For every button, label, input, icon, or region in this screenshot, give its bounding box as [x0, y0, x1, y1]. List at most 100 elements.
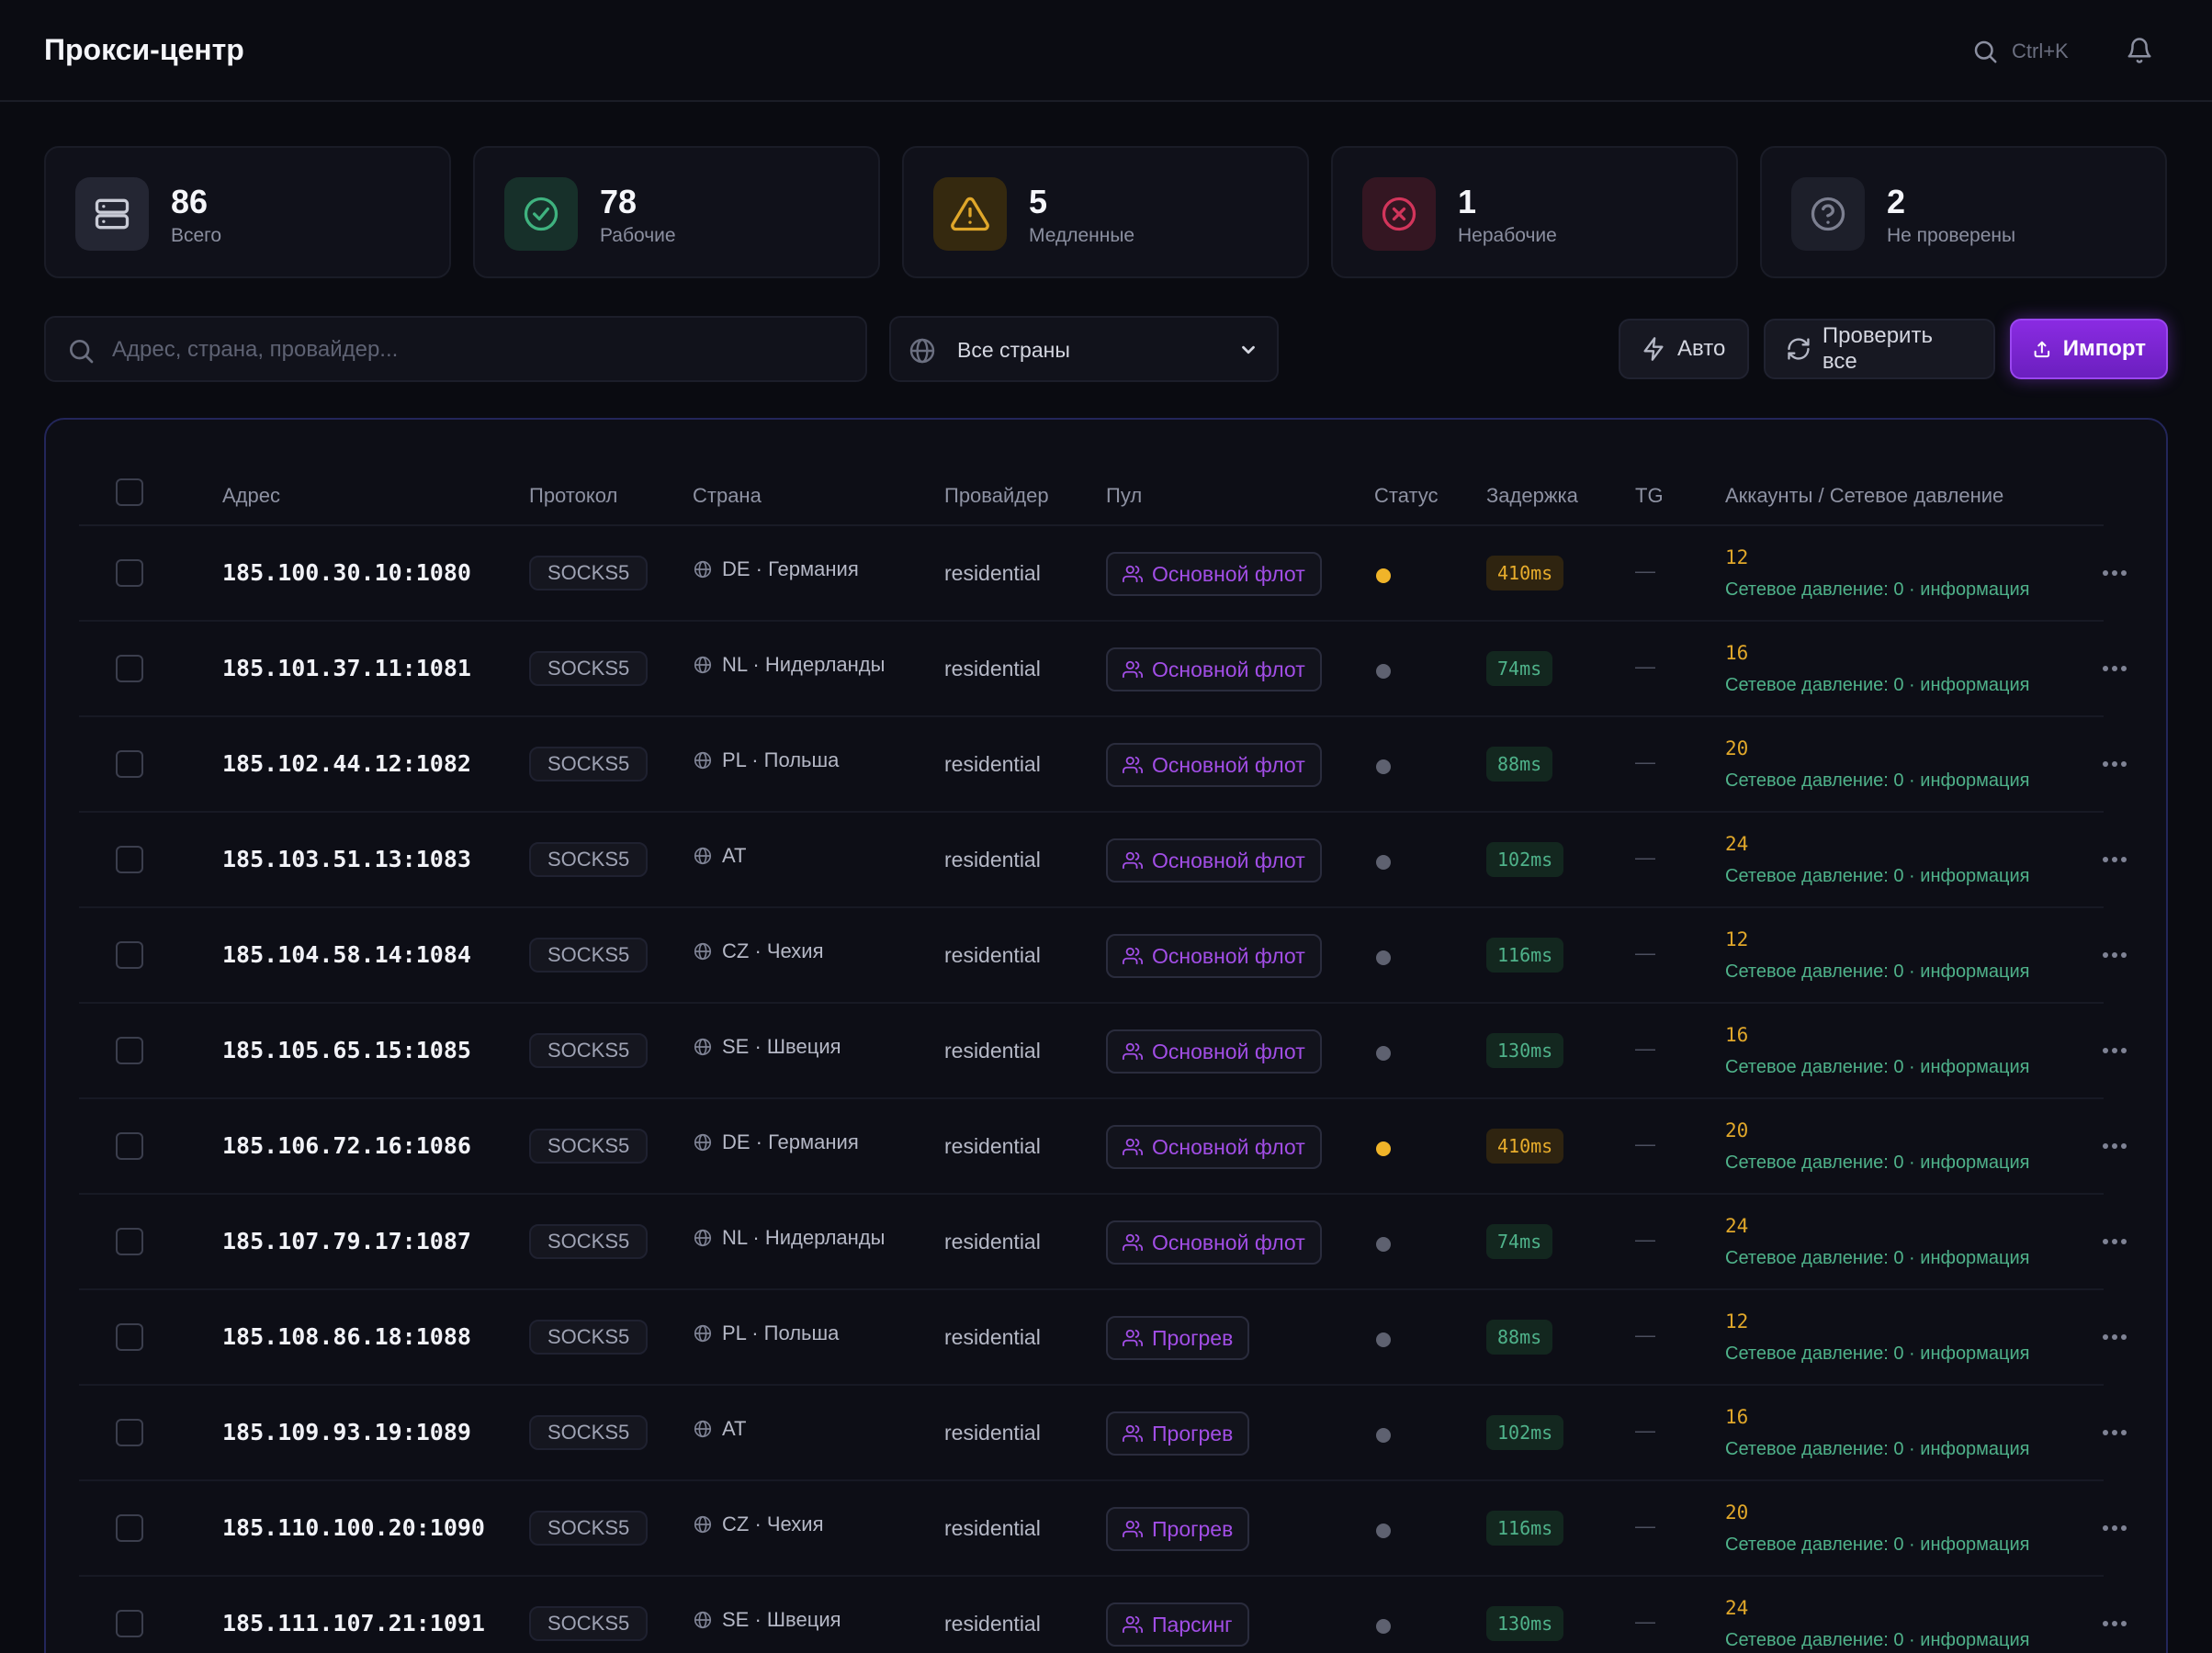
row-checkbox[interactable]	[116, 1228, 143, 1255]
top-bar: Прокси-центр Ctrl+K	[0, 0, 2212, 102]
country-label: CZ · Чехия	[722, 939, 824, 962]
row-actions-button[interactable]	[2096, 1610, 2133, 1637]
network-pressure[interactable]: Сетевое давление: 0 · информация	[1725, 1535, 2030, 1555]
stat-card[interactable]: 86 Всего	[44, 146, 451, 278]
tg-cell: —	[1635, 559, 1655, 582]
network-pressure[interactable]: Сетевое давление: 0 · информация	[1725, 1344, 2030, 1364]
network-pressure[interactable]: Сетевое давление: 0 · информация	[1725, 1630, 2030, 1650]
column-address[interactable]: Адрес	[222, 484, 280, 507]
row-actions-button[interactable]	[2096, 750, 2133, 778]
pool-badge[interactable]: Прогрев	[1106, 1411, 1250, 1456]
table-row[interactable]: 185.108.86.18:1088 SOCKS5 PL · Польша re…	[79, 1290, 2127, 1386]
row-checkbox[interactable]	[116, 1610, 143, 1637]
column-latency[interactable]: Задержка	[1486, 484, 1578, 507]
row-actions-button[interactable]	[2096, 1132, 2133, 1160]
row-actions-button[interactable]	[2096, 846, 2133, 873]
pool-badge[interactable]: Основной флот	[1106, 1125, 1322, 1169]
row-actions-button[interactable]	[2096, 559, 2133, 587]
column-protocol[interactable]: Протокол	[529, 484, 618, 507]
network-pressure[interactable]: Сетевое давление: 0 · информация	[1725, 1439, 2030, 1459]
country-label: AT	[722, 1417, 747, 1440]
row-actions-button[interactable]	[2096, 941, 2133, 969]
table-row[interactable]: 185.106.72.16:1086 SOCKS5 DE · Германия …	[79, 1099, 2127, 1195]
row-checkbox[interactable]	[116, 1419, 143, 1446]
row-checkbox[interactable]	[116, 1514, 143, 1542]
row-checkbox[interactable]	[116, 846, 143, 873]
notifications-button[interactable]	[2124, 35, 2155, 66]
country-label: PL · Польша	[722, 1321, 840, 1344]
row-actions-button[interactable]	[2096, 1419, 2133, 1446]
row-checkbox[interactable]	[116, 1132, 143, 1160]
proxy-search[interactable]	[44, 316, 867, 382]
column-provider[interactable]: Провайдер	[944, 484, 1049, 507]
stat-card[interactable]: 2 Не проверены	[1760, 146, 2167, 278]
table-row[interactable]: 185.103.51.13:1083 SOCKS5 AT residential…	[79, 813, 2127, 908]
country-cell: DE · Германия	[693, 557, 859, 581]
table-row[interactable]: 185.101.37.11:1081 SOCKS5 NL · Нидерланд…	[79, 622, 2127, 717]
check-all-button[interactable]: Проверить все	[1764, 319, 1995, 379]
network-pressure[interactable]: Сетевое давление: 0 · информация	[1725, 1057, 2030, 1077]
pool-badge[interactable]: Основной флот	[1106, 552, 1322, 596]
pool-badge[interactable]: Основной флот	[1106, 743, 1322, 787]
pool-badge[interactable]: Прогрев	[1106, 1316, 1250, 1360]
proxy-search-input[interactable]	[112, 331, 847, 369]
row-checkbox[interactable]	[116, 655, 143, 682]
row-actions-button[interactable]	[2096, 655, 2133, 682]
pool-badge[interactable]: Основной флот	[1106, 1029, 1322, 1074]
stat-card[interactable]: 1 Нерабочие	[1331, 146, 1738, 278]
pool-badge[interactable]: Прогрев	[1106, 1507, 1250, 1551]
network-pressure[interactable]: Сетевое давление: 0 · информация	[1725, 579, 2030, 600]
network-pressure[interactable]: Сетевое давление: 0 · информация	[1725, 1153, 2030, 1173]
stat-label: Всего	[171, 225, 222, 246]
stat-card[interactable]: 5 Медленные	[902, 146, 1309, 278]
pool-badge[interactable]: Основной флот	[1106, 934, 1322, 978]
row-checkbox[interactable]	[116, 750, 143, 778]
network-pressure[interactable]: Сетевое давление: 0 · информация	[1725, 866, 2030, 886]
search-shortcut: Ctrl+K	[2012, 39, 2069, 62]
table-row[interactable]: 185.100.30.10:1080 SOCKS5 DE · Германия …	[79, 526, 2127, 622]
column-country[interactable]: Страна	[693, 484, 762, 507]
row-actions-button[interactable]	[2096, 1514, 2133, 1542]
row-checkbox[interactable]	[116, 941, 143, 969]
protocol-badge: SOCKS5	[529, 842, 649, 877]
users-icon	[1123, 947, 1143, 965]
network-pressure[interactable]: Сетевое давление: 0 · информация	[1725, 770, 2030, 791]
auto-button[interactable]: Авто	[1619, 319, 1749, 379]
network-pressure[interactable]: Сетевое давление: 0 · информация	[1725, 1248, 2030, 1268]
column-pool[interactable]: Пул	[1106, 484, 1143, 507]
table-row[interactable]: 185.105.65.15:1085 SOCKS5 SE · Швеция re…	[79, 1004, 2127, 1099]
column-tg[interactable]: TG	[1635, 484, 1664, 507]
tg-cell: —	[1635, 1419, 1655, 1442]
table-row[interactable]: 185.107.79.17:1087 SOCKS5 NL · Нидерланд…	[79, 1195, 2127, 1290]
pool-badge[interactable]: Основной флот	[1106, 838, 1322, 883]
stat-card[interactable]: 78 Рабочие	[473, 146, 880, 278]
row-checkbox[interactable]	[116, 1037, 143, 1064]
global-search-trigger[interactable]: Ctrl+K	[1971, 35, 2069, 68]
network-pressure[interactable]: Сетевое давление: 0 · информация	[1725, 961, 2030, 982]
table-row[interactable]: 185.102.44.12:1082 SOCKS5 PL · Польша re…	[79, 717, 2127, 813]
country-select[interactable]: Все страны	[889, 316, 1279, 382]
pool-badge[interactable]: Основной флот	[1106, 647, 1322, 692]
provider-cell: residential	[944, 1039, 1041, 1063]
pool-badge[interactable]: Основной флот	[1106, 1220, 1322, 1265]
column-status[interactable]: Статус	[1374, 484, 1439, 507]
row-checkbox[interactable]	[116, 559, 143, 587]
table-row[interactable]: 185.110.100.20:1090 SOCKS5 CZ · Чехия re…	[79, 1481, 2127, 1577]
pool-label: Основной флот	[1152, 943, 1305, 968]
import-button[interactable]: Импорт	[2010, 319, 2168, 379]
provider-cell: residential	[944, 1516, 1041, 1540]
accounts-count: 20	[1725, 1501, 1749, 1524]
country-cell: PL · Польша	[693, 1321, 839, 1345]
table-row[interactable]: 185.111.107.21:1091 SOCKS5 SE · Швеция r…	[79, 1577, 2127, 1653]
network-pressure[interactable]: Сетевое давление: 0 · информация	[1725, 675, 2030, 695]
pool-badge[interactable]: Парсинг	[1106, 1602, 1249, 1647]
table-row[interactable]: 185.104.58.14:1084 SOCKS5 CZ · Чехия res…	[79, 908, 2127, 1004]
users-icon	[1123, 1424, 1143, 1443]
row-actions-button[interactable]	[2096, 1323, 2133, 1351]
row-checkbox[interactable]	[116, 1323, 143, 1351]
select-all-checkbox[interactable]	[116, 478, 143, 506]
row-actions-button[interactable]	[2096, 1037, 2133, 1064]
row-actions-button[interactable]	[2096, 1228, 2133, 1255]
table-row[interactable]: 185.109.93.19:1089 SOCKS5 AT residential…	[79, 1386, 2127, 1481]
column-accounts[interactable]: Аккаунты / Сетевое давление	[1725, 484, 2004, 507]
